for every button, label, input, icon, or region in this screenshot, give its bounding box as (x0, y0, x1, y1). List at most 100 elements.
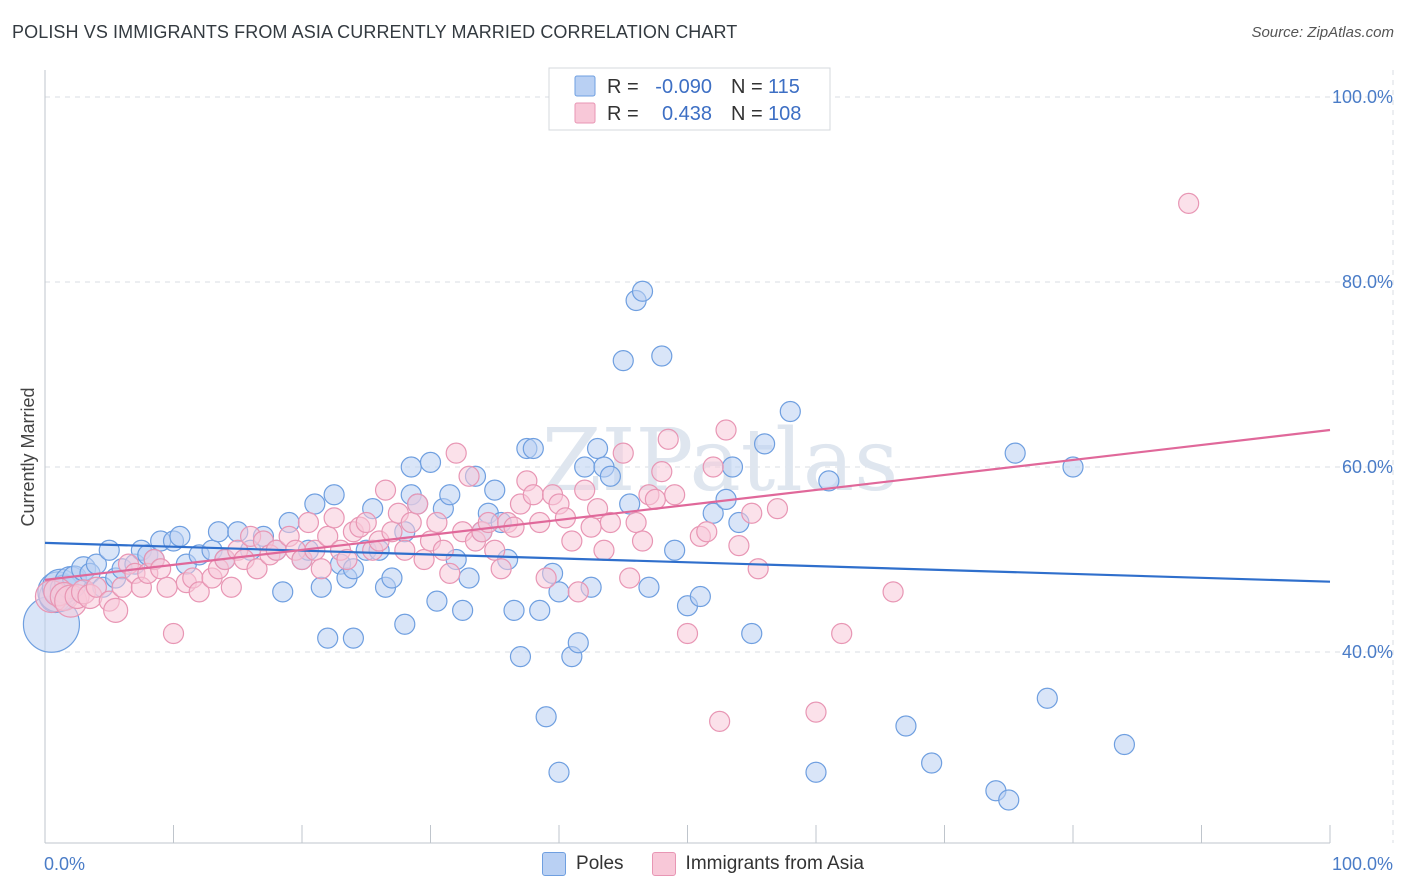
point-immigrants-asia (156, 576, 178, 598)
point-poles (721, 456, 744, 478)
point-poles (586, 437, 609, 460)
point-poles (702, 502, 724, 524)
y-tick-label: 100.0% (1332, 87, 1393, 107)
legend-label-poles: Poles (576, 853, 624, 874)
y-tick-label: 80.0% (1342, 272, 1393, 292)
point-immigrants-asia (696, 521, 718, 543)
legend-n-value: 108 (768, 103, 801, 125)
stats-legend: R = -0.090 N = 115 R = 0.438 N = 108 (548, 67, 831, 131)
point-immigrants-asia (323, 507, 345, 529)
point-poles (818, 470, 840, 492)
point-immigrants-asia (381, 521, 403, 543)
point-poles (619, 493, 641, 515)
point-immigrants-asia (715, 419, 737, 441)
point-immigrants-asia (741, 502, 763, 524)
point-immigrants-asia (355, 511, 377, 534)
point-poles (381, 567, 403, 589)
point-immigrants-asia (651, 461, 673, 483)
legend-n-label: N = (731, 76, 763, 98)
y-tick-label: 60.0% (1342, 457, 1393, 477)
point-poles (317, 627, 339, 649)
trend-line-immigrants-asia (44, 428, 1331, 581)
point-poles (400, 456, 422, 478)
point-immigrants-asia (336, 548, 358, 571)
trend-line-poles (44, 541, 1331, 583)
point-immigrants-asia (619, 567, 641, 589)
point-poles (342, 627, 364, 649)
legend-item-immigrants-asia: Immigrants from Asia (651, 852, 864, 876)
point-immigrants-asia (599, 511, 622, 534)
point-poles (1113, 733, 1136, 756)
point-immigrants-asia (394, 539, 416, 561)
point-poles (98, 539, 120, 561)
point-immigrants-asia (664, 484, 686, 506)
point-immigrants-asia (612, 442, 634, 464)
legend-box (548, 67, 831, 131)
point-poles (509, 646, 532, 668)
legend-r-value: -0.090 (655, 76, 712, 98)
point-immigrants-asia (580, 516, 602, 538)
point-immigrants-asia (728, 535, 750, 557)
point-immigrants-asia (574, 479, 596, 501)
point-poles (458, 567, 480, 589)
legend-r-value: 0.438 (662, 103, 712, 125)
point-poles (689, 585, 711, 608)
point-immigrants-asia (432, 539, 454, 561)
point-immigrants-asia (85, 576, 108, 598)
point-poles (522, 437, 544, 460)
point-immigrants-asia (709, 710, 731, 732)
point-immigrants-asia (445, 442, 467, 464)
point-poles (599, 465, 622, 487)
point-immigrants-asia (831, 622, 853, 645)
point-immigrants-asia (522, 484, 544, 506)
point-immigrants-asia (246, 558, 268, 580)
point-poles (664, 539, 686, 561)
point-poles (998, 789, 1020, 811)
point-immigrants-asia (586, 498, 609, 520)
point-immigrants-asia (150, 558, 172, 580)
axes (44, 70, 1331, 844)
point-immigrants-asia (400, 511, 422, 534)
point-immigrants-asia (561, 530, 583, 552)
chart-source: Source: ZipAtlas.com (1251, 24, 1394, 41)
point-poles (574, 456, 596, 478)
point-poles (535, 706, 557, 728)
point-poles (921, 752, 943, 774)
legend-stat-swatch (574, 75, 596, 97)
chart-title: POLISH VS IMMIGRANTS FROM ASIA CURRENTLY… (12, 22, 738, 42)
point-poles (169, 525, 191, 547)
legend-n-value: 115 (768, 76, 800, 98)
point-immigrants-asia (310, 558, 332, 580)
grid-lines (45, 70, 1394, 843)
point-immigrants-asia (702, 456, 724, 478)
point-immigrants-asia (625, 511, 647, 534)
legend-stat-swatch (574, 102, 596, 124)
point-immigrants-asia (458, 465, 480, 487)
point-poles (805, 761, 827, 783)
point-poles (567, 632, 589, 654)
point-poles (741, 622, 763, 645)
point-poles (895, 715, 917, 737)
point-poles (651, 345, 673, 367)
point-poles (529, 599, 551, 621)
point-poles (1036, 687, 1058, 709)
trend-lines (44, 428, 1331, 583)
legend-swatch-immigrants-asia (651, 852, 676, 876)
point-poles (323, 484, 345, 506)
point-immigrants-asia (805, 701, 827, 723)
point-poles (548, 761, 570, 783)
point-poles (419, 451, 442, 473)
point-poles (779, 400, 801, 423)
point-immigrants-asia (162, 622, 185, 645)
point-poles (503, 599, 525, 621)
y-tick-label: 40.0% (1342, 642, 1393, 662)
point-poles (631, 280, 654, 302)
point-poles (638, 576, 660, 598)
point-poles (1004, 442, 1026, 464)
point-immigrants-asia (426, 511, 448, 534)
point-immigrants-asia (593, 539, 615, 561)
point-immigrants-asia (1178, 192, 1200, 214)
point-poles (272, 581, 294, 603)
point-poles (612, 350, 634, 372)
